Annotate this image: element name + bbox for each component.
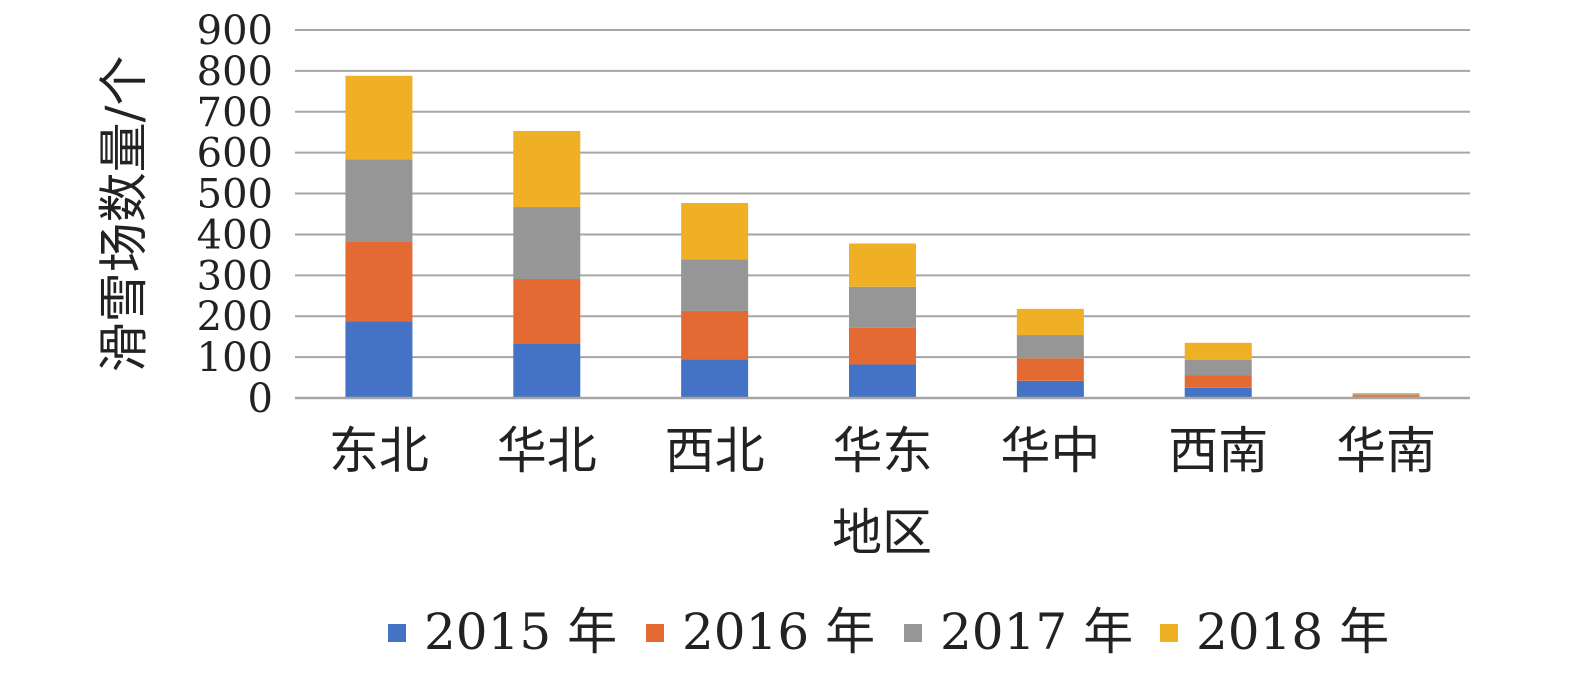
y-axis-title: 滑雪场数量/个 <box>95 56 153 373</box>
bars <box>345 75 1420 398</box>
y-tick-label: 0 <box>248 376 273 422</box>
y-tick-label: 500 <box>197 172 273 218</box>
x-tick-label: 华北 <box>497 422 597 480</box>
bar-segment <box>345 159 413 242</box>
x-tick-label: 西北 <box>665 422 765 480</box>
legend-label: 2018 年 <box>1196 603 1389 661</box>
x-tick-label: 华东 <box>833 422 933 480</box>
bar-segment <box>1184 375 1252 388</box>
legend-swatch <box>904 624 922 642</box>
bar-segment <box>1184 342 1252 360</box>
legend-label: 2016 年 <box>682 603 875 661</box>
bar-segment <box>513 207 581 280</box>
bar-segment <box>1016 380 1084 398</box>
y-tick-label: 900 <box>197 8 273 54</box>
bar-segment <box>1352 393 1420 395</box>
x-tick-label: 东北 <box>329 422 429 480</box>
x-axis-title: 地区 <box>832 504 932 562</box>
bar-segment <box>513 279 581 344</box>
bar-segment <box>1016 335 1084 359</box>
bar-segment <box>345 75 413 160</box>
bar-segment <box>681 359 749 398</box>
y-tick-label: 600 <box>197 131 273 177</box>
y-tick-label: 800 <box>197 49 273 95</box>
y-tick-label: 200 <box>197 294 273 340</box>
legend-label: 2015 年 <box>424 603 617 661</box>
x-tick-label: 华中 <box>1000 422 1100 480</box>
legend-swatch <box>388 624 406 642</box>
y-tick-label: 700 <box>197 90 273 136</box>
bar-segment <box>1352 395 1420 397</box>
y-tick-label: 400 <box>197 212 273 258</box>
y-tick-label: 300 <box>197 253 273 299</box>
bar-segment <box>1184 387 1252 398</box>
bar-segment <box>1352 394 1420 396</box>
x-tick-label: 华南 <box>1336 422 1436 480</box>
bar-segment <box>345 321 413 398</box>
bar-segment <box>849 243 916 287</box>
bar-segment <box>1184 359 1252 376</box>
bar-segment <box>849 327 916 365</box>
legend-swatch <box>646 624 664 642</box>
y-tick-label: 100 <box>197 335 273 381</box>
bar-segment <box>849 286 916 328</box>
bar-segment <box>1016 308 1084 336</box>
legend: 2015 年 2016 年 2017 年 2018 年 <box>388 603 1389 661</box>
bar-segment <box>849 364 916 398</box>
bar-segment <box>513 130 581 208</box>
gridlines <box>295 29 1470 399</box>
x-tick-label: 西南 <box>1168 422 1268 480</box>
legend-label: 2017 年 <box>940 603 1133 661</box>
bar-segment <box>681 259 749 311</box>
bar-segment <box>681 310 749 360</box>
bar-segment <box>1016 358 1084 381</box>
bar-segment <box>513 343 581 398</box>
bar-segment <box>681 202 749 260</box>
bar-segment <box>345 241 413 322</box>
legend-swatch <box>1160 624 1178 642</box>
